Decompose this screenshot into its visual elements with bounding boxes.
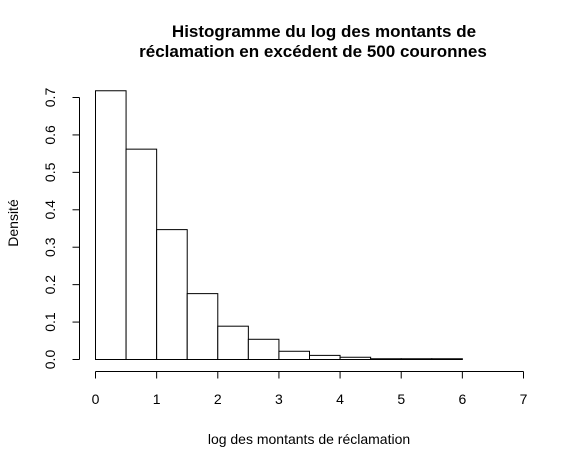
histogram-bar — [156, 229, 188, 360]
histogram-bar — [400, 358, 433, 361]
x-tick-label: 7 — [520, 391, 528, 407]
y-tick-label: 0.0 — [42, 350, 58, 370]
histogram-bar — [370, 358, 402, 361]
histogram-bar — [278, 350, 310, 361]
y-tick-label: 0.5 — [42, 162, 58, 182]
x-tick-label: 0 — [92, 391, 100, 407]
y-tick-label: 0.4 — [42, 200, 58, 220]
y-tick-label: 0.7 — [42, 88, 58, 108]
y-tick-label: 0.3 — [42, 237, 58, 257]
histogram-bar — [247, 338, 280, 361]
x-tick-label: 4 — [336, 391, 344, 407]
histogram-bars — [95, 90, 463, 361]
x-tick-label: 6 — [458, 391, 466, 407]
y-axis-label: Densité — [5, 199, 21, 247]
histogram-bar — [339, 356, 372, 360]
histogram-bar — [186, 293, 219, 360]
y-axis: 0.0 0.1 0.2 0.3 0.4 0.5 0.6 0.7 — [42, 88, 80, 370]
histogram-bar — [217, 325, 249, 360]
y-tick-label: 0.6 — [42, 125, 58, 145]
histogram-bar — [309, 354, 341, 360]
x-tick-label: 3 — [275, 391, 283, 407]
chart-title-line1: Histogramme du log des montants de — [172, 22, 476, 41]
histogram-bar — [95, 90, 127, 361]
y-tick-label: 0.2 — [42, 275, 58, 295]
x-axis-label: log des montants de réclamation — [208, 431, 410, 447]
x-tick-label: 1 — [153, 391, 161, 407]
chart-title-line2: réclamation en excédent de 500 couronnes — [139, 42, 487, 61]
y-tick-label: 0.1 — [42, 312, 58, 332]
x-tick-label: 2 — [214, 391, 222, 407]
x-axis: 0 1 2 3 4 5 6 7 — [92, 371, 528, 407]
histogram-bar — [431, 358, 463, 361]
x-tick-label: 5 — [397, 391, 405, 407]
histogram-bar — [125, 148, 158, 360]
